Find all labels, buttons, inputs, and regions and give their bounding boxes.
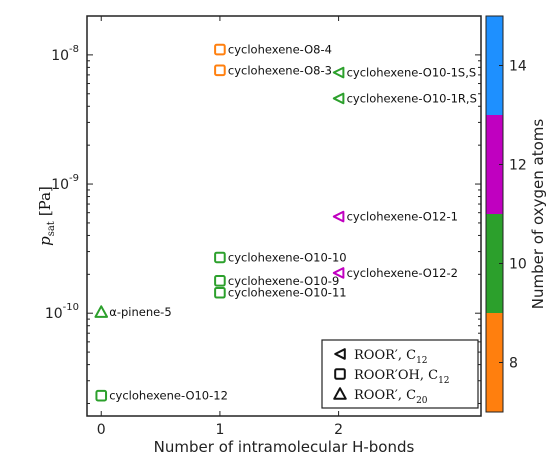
colorbar-segment — [486, 115, 503, 214]
colorbar: 8 10 12 14 — [485, 15, 527, 413]
point-label: cyclohexene-O12-1 — [347, 210, 458, 224]
colorbar-tick-label: 10 — [509, 257, 527, 273]
x-tick-label: 0 — [97, 422, 106, 438]
point-label: α-pinene-5 — [109, 305, 171, 319]
point-label: cyclohexene-O10-12 — [109, 389, 228, 403]
colorbar-segment — [486, 214, 503, 313]
x-tick-label: 1 — [215, 422, 224, 438]
data-point — [95, 389, 108, 402]
data-point — [332, 92, 345, 105]
point-label: cyclohexene-O10-10 — [228, 250, 347, 264]
data-point — [332, 267, 345, 279]
legend-marker — [334, 368, 346, 380]
x-tick-label: 2 — [334, 422, 343, 438]
legend: ROOR′, C12 ROOR′OH, C12 ROOR′, C20 — [321, 339, 479, 409]
legend-marker — [333, 387, 347, 400]
data-points: cyclohexene-O8-4 cyclohexene-O8-3 cyclohex… — [94, 43, 477, 403]
colorbar-tick-label: 8 — [509, 356, 518, 372]
y-axis-label-main: p — [36, 236, 54, 246]
point-label: cyclohexene-O10-11 — [228, 286, 347, 300]
y-axis-label: psat [Pa] — [36, 186, 57, 246]
data-point — [94, 305, 109, 318]
legend-entry: ROOR′, C12 — [354, 348, 428, 366]
colorbar-label: Number of oxygen atoms — [529, 119, 547, 310]
point-label: cyclohexene-O10-1R,S — [347, 91, 477, 105]
point-label: cyclohexene-O8-3 — [228, 63, 332, 77]
y-axis: 10-8 10-9 10-10 — [45, 15, 481, 404]
y-axis-label-sub: sat — [46, 221, 57, 236]
point-label: cyclohexene-O10-9 — [228, 274, 339, 288]
y-axis-label-unit: [Pa] — [36, 186, 54, 216]
x-axis: 0 1 2 — [97, 16, 343, 438]
point-label: cyclohexene-O10-1S,S — [347, 66, 477, 80]
y-tick-label: 10-8 — [51, 44, 79, 64]
legend-marker — [334, 348, 346, 360]
data-point — [214, 251, 226, 264]
data-point — [332, 66, 345, 79]
legend-entry: ROOR′, C20 — [354, 388, 428, 406]
data-point — [214, 275, 226, 287]
colorbar-tick-label: 12 — [509, 158, 527, 174]
data-point — [214, 43, 226, 56]
colorbar-segment — [486, 313, 503, 412]
colorbar-segment — [486, 16, 503, 115]
data-point — [214, 64, 226, 77]
x-axis-label: Number of intramolecular H-bonds — [154, 438, 415, 456]
legend-entry: ROOR′OH, C12 — [354, 368, 450, 386]
y-tick-label: 10-10 — [45, 302, 79, 322]
data-point — [214, 286, 226, 299]
colorbar-tick-label: 14 — [509, 59, 527, 75]
point-label: cyclohexene-O8-4 — [228, 43, 332, 57]
data-point — [332, 210, 345, 223]
legend-box — [321, 339, 479, 409]
y-tick-label: 10-9 — [51, 173, 79, 193]
point-label: cyclohexene-O12-2 — [347, 266, 458, 280]
colorbar-frame — [485, 15, 504, 413]
svg-text:psat[Pa]: psat [Pa] — [36, 186, 57, 246]
